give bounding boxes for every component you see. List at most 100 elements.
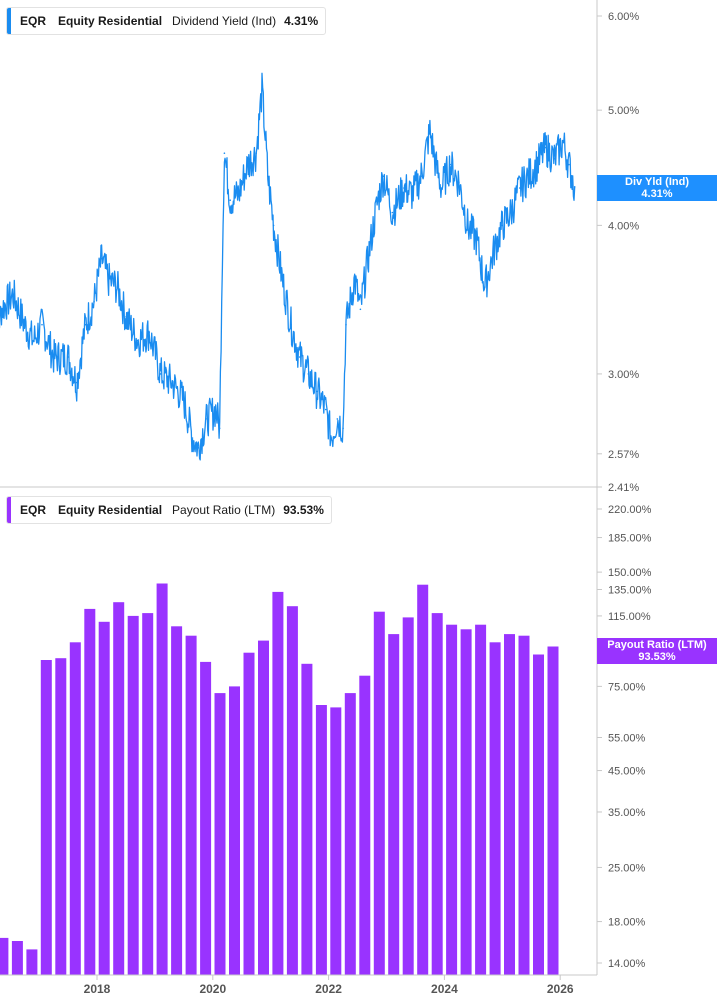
dividend-yield-point [449, 163, 452, 166]
yield-price-tag: Div Yld (Ind) 4.31% [597, 175, 717, 201]
dividend-yield-point [562, 141, 564, 143]
dividend-yield-point [368, 251, 370, 253]
dividend-yield-point [214, 408, 217, 411]
payout-ratio-bar [446, 624, 458, 975]
dividend-yield-point [84, 323, 87, 326]
yield-legend-ticker: EQR [20, 14, 47, 28]
payout-y-tick-label: 150.00% [608, 567, 652, 579]
dividend-yield-point [345, 323, 347, 326]
dividend-yield-point [353, 279, 356, 281]
payout-ratio-bar [402, 617, 414, 975]
x-tick-label: 2022 [315, 982, 342, 996]
yield-y-axis: 6.00% 5.00% 4.00% 3.00% 2.57% 2.41% [597, 11, 639, 494]
dividend-yield-panel [0, 72, 576, 461]
payout-y-tick-label: 14.00% [608, 958, 646, 970]
dividend-yield-point [458, 181, 460, 183]
payout-price-tag-label: Payout Ratio (LTM) [607, 639, 707, 651]
dividend-yield-point [0, 308, 3, 311]
payout-ratio-bar [98, 621, 110, 975]
payout-y-tick-label: 18.00% [608, 917, 646, 929]
dividend-yield-point [32, 339, 35, 342]
dividend-yield-point [434, 163, 437, 166]
dividend-yield-point [411, 193, 414, 195]
yield-legend-company: Equity Residential [58, 14, 163, 28]
payout-y-axis: 220.00% 185.00% 150.00% 135.00% 115.00% 75.00… [597, 504, 652, 970]
payout-ratio-bar [286, 606, 298, 975]
dividend-yield-point [223, 152, 226, 154]
payout-legend[interactable]: EQR Equity Residential Payout Ratio (LTM… [6, 496, 332, 524]
payout-ratio-bar [301, 663, 313, 975]
payout-ratio-bar [11, 941, 23, 975]
x-tick-label: 2026 [547, 982, 574, 996]
payout-ratio-bar [330, 707, 342, 975]
dividend-yield-point [41, 323, 43, 326]
dividend-yield-point [206, 418, 208, 420]
dividend-yield-point [336, 418, 339, 420]
dividend-yield-point [527, 175, 530, 177]
payout-y-tick-label: 25.00% [608, 862, 646, 874]
payout-ratio-bar [258, 640, 269, 975]
dividend-yield-point [107, 279, 110, 281]
dividend-yield-point [536, 163, 538, 166]
dividend-yield-point [272, 224, 275, 227]
payout-y-tick-label: 75.00% [608, 681, 646, 693]
payout-legend-swatch [7, 497, 11, 523]
payout-legend-company: Equity Residential [58, 503, 163, 517]
payout-ratio-bar [0, 937, 9, 975]
payout-ratio-bar [489, 642, 501, 975]
payout-y-tick-label: 135.00% [608, 584, 652, 596]
payout-y-tick-label: 220.00% [608, 504, 652, 516]
payout-ratio-bar [504, 634, 515, 975]
dividend-yield-point [218, 427, 221, 430]
dividend-yield-point [544, 146, 547, 149]
yield-price-tag-value: 4.31% [641, 188, 673, 200]
yield-y-tick-label: 6.00% [608, 11, 639, 23]
dividend-yield-point [403, 187, 405, 189]
payout-ratio-bar [344, 693, 356, 975]
dividend-yield-point [501, 224, 504, 227]
payout-ratio-bar [373, 611, 385, 975]
payout-ratio-bar [431, 613, 443, 975]
dividend-yield-point [261, 89, 263, 91]
dividend-yield-point [391, 211, 394, 214]
payout-y-tick-label: 55.00% [608, 732, 646, 744]
dividend-yield-point [183, 399, 185, 402]
payout-ratio-bar [84, 608, 96, 975]
dividend-yield-point [518, 187, 521, 189]
payout-legend-value: 93.53% [283, 503, 324, 517]
time-x-axis: 2018 2020 2022 2024 2026 [84, 975, 574, 996]
payout-y-tick-label: 185.00% [608, 533, 652, 545]
payout-ratio-bar [40, 660, 52, 975]
payout-legend-ticker: EQR [20, 503, 47, 517]
payout-ratio-bar [272, 591, 284, 975]
dividend-yield-point [377, 199, 379, 201]
x-tick-label: 2020 [199, 982, 226, 996]
payout-y-tick-label: 115.00% [608, 611, 651, 623]
payout-ratio-bar [243, 652, 255, 975]
dividend-yield-point [553, 158, 556, 160]
dividend-yield-point [267, 175, 269, 177]
dividend-yield-point [255, 152, 257, 154]
dividend-yield-point [238, 193, 240, 195]
dividend-yield-point [307, 373, 310, 375]
dividend-yield-point [420, 175, 423, 177]
payout-ratio-bar [185, 635, 197, 975]
x-tick-label: 2018 [84, 982, 111, 996]
dividend-yield-point [475, 237, 478, 240]
yield-legend[interactable]: EQR Equity Residential Dividend Yield (I… [6, 7, 327, 35]
payout-ratio-bar [518, 635, 530, 975]
dividend-yield-point [159, 373, 162, 375]
yield-price-tag-label: Div Yld (Ind) [625, 176, 689, 188]
dividend-yield-point [148, 331, 150, 334]
payout-ratio-bar [127, 615, 139, 975]
dividend-yield-line [0, 72, 576, 461]
payout-ratio-bar [214, 693, 226, 975]
dividend-yield-point [191, 437, 194, 439]
dividend-yield-series [0, 72, 576, 461]
dividend-yield-point [75, 381, 78, 384]
payout-ratio-panel [0, 583, 559, 975]
dividend-yield-point [466, 224, 469, 227]
dividend-yield-point [298, 356, 301, 358]
payout-ratio-bar [460, 629, 472, 975]
